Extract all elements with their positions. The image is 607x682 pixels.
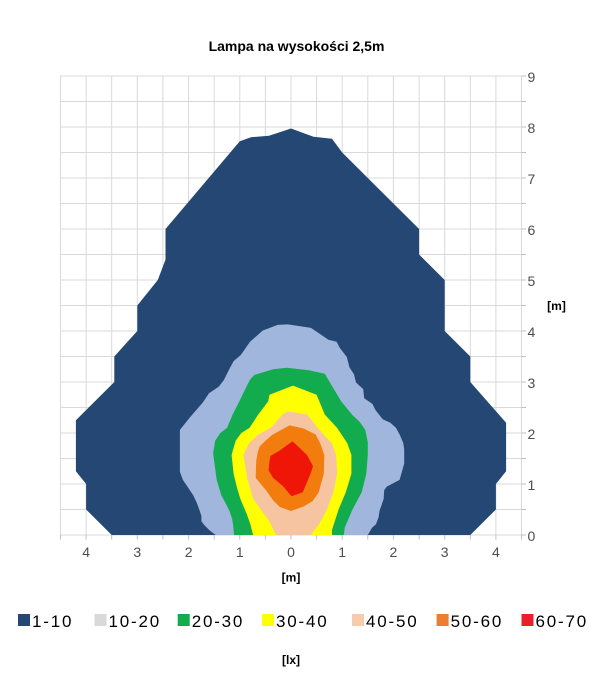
- svg-text:30-40: 30-40: [276, 612, 328, 631]
- svg-text:10-20: 10-20: [109, 612, 161, 631]
- svg-text:0: 0: [287, 544, 295, 560]
- svg-text:60-70: 60-70: [536, 612, 588, 631]
- svg-text:40-50: 40-50: [366, 612, 418, 631]
- svg-text:3: 3: [441, 544, 449, 560]
- svg-text:Lampa na wysokości 2,5m: Lampa na wysokości 2,5m: [209, 38, 385, 54]
- svg-text:0: 0: [528, 528, 536, 544]
- svg-text:[m]: [m]: [547, 299, 566, 313]
- svg-text:3: 3: [133, 544, 141, 560]
- svg-text:4: 4: [492, 544, 500, 560]
- svg-text:4: 4: [82, 544, 90, 560]
- svg-text:6: 6: [528, 222, 536, 238]
- svg-text:7: 7: [528, 171, 536, 187]
- svg-text:2: 2: [528, 426, 536, 442]
- svg-text:[lx]: [lx]: [282, 653, 300, 667]
- svg-text:2: 2: [185, 544, 193, 560]
- svg-text:1: 1: [338, 544, 346, 560]
- svg-text:3: 3: [528, 375, 536, 391]
- svg-text:2: 2: [390, 544, 398, 560]
- svg-text:50-60: 50-60: [451, 612, 503, 631]
- svg-text:1: 1: [236, 544, 244, 560]
- svg-text:20-30: 20-30: [192, 612, 244, 631]
- svg-text:1-10: 1-10: [32, 612, 73, 631]
- svg-text:[m]: [m]: [282, 571, 301, 585]
- svg-text:4: 4: [528, 324, 536, 340]
- svg-text:1: 1: [528, 477, 536, 493]
- svg-text:8: 8: [528, 120, 536, 136]
- svg-text:5: 5: [528, 273, 536, 289]
- svg-text:9: 9: [528, 69, 536, 85]
